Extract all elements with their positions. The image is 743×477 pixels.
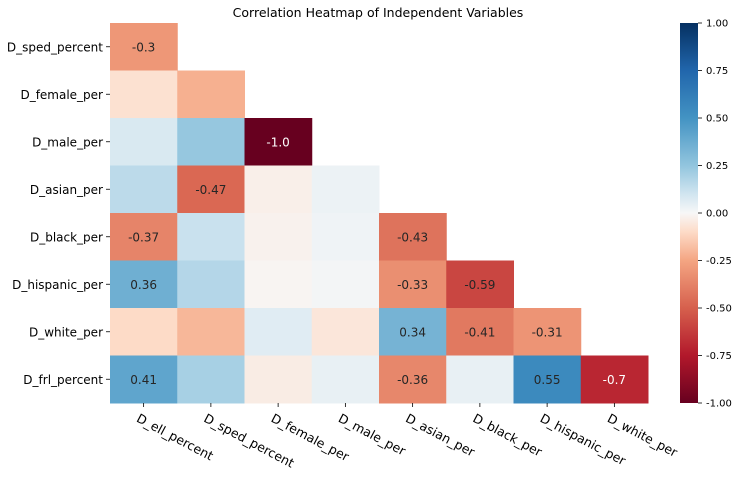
row-label-5: D_hispanic_per bbox=[12, 278, 103, 292]
heatmap-cell-r2-c1 bbox=[177, 118, 245, 166]
row-label-1: D_female_per bbox=[20, 88, 103, 102]
heatmap-cell-r7-c5 bbox=[446, 355, 514, 404]
colorbar-tick-label-8: -1.00 bbox=[706, 399, 732, 410]
cell-annotation-r4-c4: -0.43 bbox=[397, 230, 428, 244]
colorbar-tick-label-7: -0.75 bbox=[706, 351, 732, 362]
colorbar-tick-label-1: 0.75 bbox=[706, 66, 728, 77]
heatmap-cells: -0.3 -1.0 -0.47 -0.37 -0.43 0.36 -0.33 -0.59 0.3… bbox=[110, 23, 649, 404]
heatmap-cell-r7-c1 bbox=[177, 355, 245, 404]
colorbar-tick-label-0: 1.00 bbox=[706, 19, 728, 30]
col-label-5: D_black_per bbox=[470, 410, 545, 459]
row-label-0: D_sped_percent bbox=[7, 40, 103, 54]
heatmap-cell-r4-c1 bbox=[177, 213, 245, 261]
cell-annotation-r6-c5: -0.41 bbox=[464, 325, 495, 339]
heatmap-cell-r3-c2 bbox=[244, 165, 313, 214]
heatmap-cell-r3-c0 bbox=[110, 165, 178, 214]
heatmap-cell-r6-c0 bbox=[110, 308, 178, 356]
heatmap-cell-r7-c6 bbox=[513, 355, 582, 404]
cell-annotation-r7-c4: -0.36 bbox=[397, 373, 428, 387]
heatmap-cell-r4-c3 bbox=[311, 213, 380, 261]
colorbar-tick-label-6: -0.50 bbox=[706, 304, 732, 315]
heatmap-cell-r7-c2 bbox=[244, 355, 313, 404]
colorbar-tick-label-3: 0.25 bbox=[706, 161, 728, 172]
cell-annotation-r7-c0: 0.41 bbox=[130, 373, 157, 387]
heatmap-cell-r2-c0 bbox=[110, 118, 178, 166]
row-label-3: D_asian_per bbox=[30, 183, 103, 197]
heatmap-cell-r4-c4 bbox=[379, 213, 447, 261]
cell-annotation-r5-c4: -0.33 bbox=[397, 278, 428, 292]
heatmap-cell-r6-c4 bbox=[379, 308, 447, 356]
cell-annotation-r2-c2: -1.0 bbox=[266, 135, 289, 149]
row-label-7: D_frl_percent bbox=[23, 373, 103, 387]
heatmap-cell-r3-c3 bbox=[311, 165, 380, 214]
heatmap-cell-r1-c0 bbox=[110, 70, 178, 119]
colorbar-tick-label-5: -0.25 bbox=[706, 256, 732, 267]
heatmap-cell-r7-c4 bbox=[379, 355, 447, 404]
row-label-2: D_male_per bbox=[32, 135, 103, 149]
heatmap-cell-r6-c5 bbox=[446, 308, 514, 356]
heatmap-cell-r6-c6 bbox=[513, 308, 582, 356]
cell-annotation-r7-c7: -0.7 bbox=[603, 373, 626, 387]
cell-annotation-r3-c1: -0.47 bbox=[195, 183, 226, 197]
heatmap-cell-r5-c0 bbox=[110, 260, 178, 309]
colorbar-tick-label-2: 0.50 bbox=[706, 114, 728, 125]
column-labels: D_ell_percentD_sped_percentD_female_perD… bbox=[134, 403, 681, 471]
colorbar-gradient bbox=[680, 23, 698, 403]
cell-annotation-r5-c0: 0.36 bbox=[130, 278, 157, 292]
heatmap-cell-r5-c4 bbox=[379, 260, 447, 309]
row-label-4: D_black_per bbox=[30, 230, 103, 244]
heatmap-cell-r0-c0 bbox=[110, 23, 178, 71]
chart-title: Correlation Heatmap of Independent Varia… bbox=[233, 5, 524, 20]
heatmap-cell-r5-c1 bbox=[177, 260, 245, 309]
cell-annotation-r4-c0: -0.37 bbox=[128, 230, 159, 244]
heatmap-cell-r5-c3 bbox=[311, 260, 380, 309]
heatmap-cell-r4-c2 bbox=[244, 213, 313, 261]
heatmap-cell-r6-c3 bbox=[311, 308, 380, 356]
row-labels: D_sped_percent D_female_per D_male_per D_as… bbox=[7, 40, 110, 387]
colorbar: 1.00 0.75 0.50 0.25 0.00 -0.25 -0.50 -0.75 -1.00 bbox=[680, 19, 732, 410]
heatmap-cell-r6-c1 bbox=[177, 308, 245, 356]
heatmap-cell-r7-c0 bbox=[110, 355, 178, 404]
cell-annotation-r6-c4: 0.34 bbox=[399, 325, 426, 339]
heatmap-cell-r5-c2 bbox=[244, 260, 313, 309]
cell-annotation-r5-c5: -0.59 bbox=[464, 278, 495, 292]
heatmap-cell-r2-c2 bbox=[244, 118, 313, 166]
cell-annotation-r7-c6: 0.55 bbox=[534, 373, 561, 387]
col-label-4: D_asian_per bbox=[403, 410, 478, 459]
cell-annotation-r6-c6: -0.31 bbox=[532, 325, 563, 339]
cell-annotation-r0-c0: -0.3 bbox=[132, 40, 155, 54]
row-label-6: D_white_per bbox=[29, 325, 103, 339]
heatmap-cell-r5-c5 bbox=[446, 260, 514, 309]
heatmap-cell-r7-c3 bbox=[311, 355, 380, 404]
heatmap-cell-r6-c2 bbox=[244, 308, 313, 356]
heatmap-cell-r7-c7 bbox=[580, 355, 649, 404]
heatmap-cell-r3-c1 bbox=[177, 165, 245, 214]
heatmap-cell-r4-c0 bbox=[110, 213, 178, 261]
heatmap-cell-r1-c1 bbox=[177, 70, 245, 119]
colorbar-tick-label-4: 0.00 bbox=[706, 209, 728, 220]
